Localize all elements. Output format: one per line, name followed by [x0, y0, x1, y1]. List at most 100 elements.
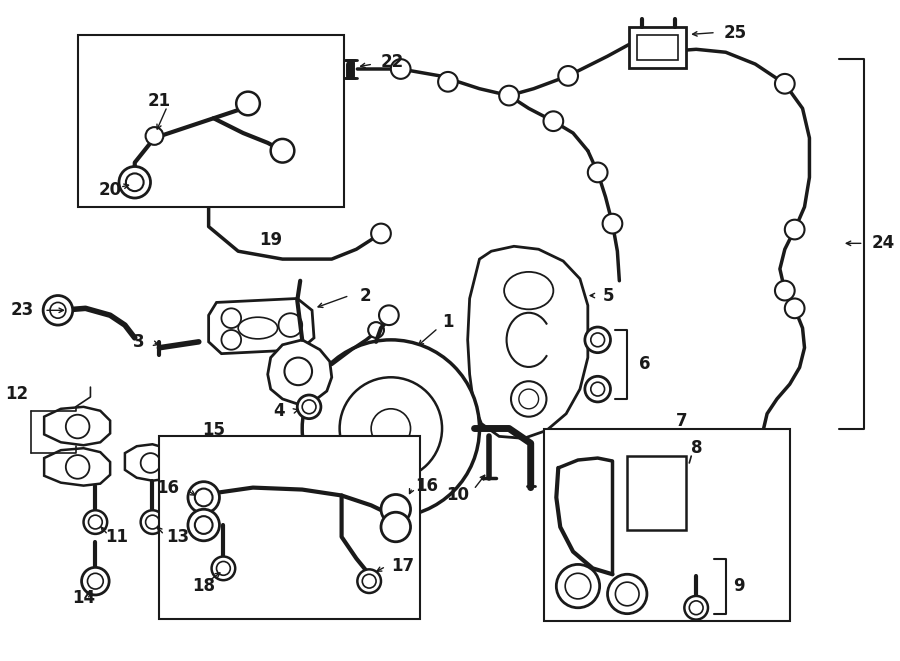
Circle shape	[212, 557, 235, 580]
Circle shape	[519, 389, 538, 408]
Circle shape	[221, 330, 241, 350]
Bar	[544, 428, 789, 621]
Circle shape	[302, 340, 480, 517]
Circle shape	[371, 223, 391, 243]
Text: 16: 16	[416, 477, 438, 494]
Circle shape	[770, 466, 789, 486]
Circle shape	[511, 381, 546, 416]
Bar	[627, 456, 687, 530]
Text: 17: 17	[391, 557, 414, 575]
Circle shape	[284, 358, 312, 385]
Circle shape	[66, 414, 89, 438]
Circle shape	[126, 173, 144, 191]
Polygon shape	[44, 448, 110, 486]
Polygon shape	[468, 247, 588, 438]
Circle shape	[381, 512, 410, 542]
Text: 1: 1	[442, 313, 454, 331]
Circle shape	[438, 72, 458, 92]
Ellipse shape	[504, 272, 554, 309]
Circle shape	[88, 515, 103, 529]
Circle shape	[236, 92, 260, 115]
Text: 25: 25	[724, 24, 747, 42]
Circle shape	[585, 327, 610, 353]
Bar	[637, 34, 679, 60]
Circle shape	[689, 601, 703, 615]
Text: 18: 18	[193, 577, 215, 595]
Text: 5: 5	[603, 286, 614, 305]
Text: 9: 9	[734, 577, 745, 595]
Polygon shape	[125, 444, 175, 481]
Circle shape	[588, 163, 608, 182]
Circle shape	[785, 219, 805, 239]
Circle shape	[684, 596, 708, 619]
Circle shape	[590, 333, 605, 347]
Circle shape	[146, 515, 159, 529]
Text: 16: 16	[156, 479, 179, 496]
Text: 13: 13	[166, 528, 189, 546]
Circle shape	[616, 582, 639, 605]
Circle shape	[785, 299, 805, 318]
Text: 6: 6	[639, 356, 651, 373]
Circle shape	[82, 567, 109, 595]
Circle shape	[297, 395, 321, 418]
Polygon shape	[209, 299, 314, 354]
Circle shape	[381, 494, 410, 524]
Circle shape	[43, 295, 73, 325]
Circle shape	[50, 303, 66, 318]
Circle shape	[119, 167, 150, 198]
Circle shape	[217, 561, 230, 575]
Text: 12: 12	[5, 385, 29, 403]
Circle shape	[363, 574, 376, 588]
Circle shape	[590, 382, 605, 396]
Circle shape	[500, 86, 519, 106]
Circle shape	[84, 510, 107, 534]
Text: 3: 3	[133, 333, 145, 351]
Text: 22: 22	[381, 53, 404, 71]
Circle shape	[271, 139, 294, 163]
Circle shape	[368, 322, 384, 338]
Text: 24: 24	[871, 235, 895, 253]
Circle shape	[194, 516, 212, 534]
Circle shape	[339, 377, 442, 480]
Circle shape	[608, 574, 647, 613]
Text: 2: 2	[359, 286, 371, 305]
Text: 7: 7	[676, 412, 688, 430]
Circle shape	[357, 569, 381, 593]
Bar	[629, 26, 687, 68]
Text: 15: 15	[202, 422, 225, 440]
Circle shape	[146, 127, 163, 145]
Circle shape	[279, 313, 302, 337]
Polygon shape	[44, 407, 110, 446]
Text: 23: 23	[11, 301, 34, 319]
Circle shape	[585, 376, 610, 402]
Text: 8: 8	[691, 439, 703, 457]
Text: 14: 14	[72, 589, 95, 607]
Bar	[77, 34, 344, 207]
Circle shape	[544, 111, 563, 131]
Ellipse shape	[238, 317, 277, 339]
Circle shape	[558, 66, 578, 86]
Circle shape	[371, 408, 410, 448]
Text: 10: 10	[446, 486, 470, 504]
Circle shape	[556, 564, 599, 607]
Circle shape	[221, 308, 241, 328]
Circle shape	[140, 453, 160, 473]
Text: 20: 20	[99, 181, 122, 199]
Text: 19: 19	[259, 231, 283, 249]
Circle shape	[188, 509, 220, 541]
Circle shape	[140, 510, 165, 534]
Circle shape	[87, 573, 104, 589]
Circle shape	[565, 573, 590, 599]
Text: 4: 4	[273, 402, 284, 420]
Circle shape	[379, 305, 399, 325]
Circle shape	[391, 59, 410, 79]
Circle shape	[302, 400, 316, 414]
Circle shape	[66, 455, 89, 479]
Circle shape	[603, 214, 622, 233]
Text: 11: 11	[105, 528, 128, 546]
Polygon shape	[267, 340, 332, 404]
Circle shape	[775, 74, 795, 94]
Circle shape	[194, 488, 212, 506]
Text: 21: 21	[148, 91, 171, 110]
Circle shape	[775, 281, 795, 301]
